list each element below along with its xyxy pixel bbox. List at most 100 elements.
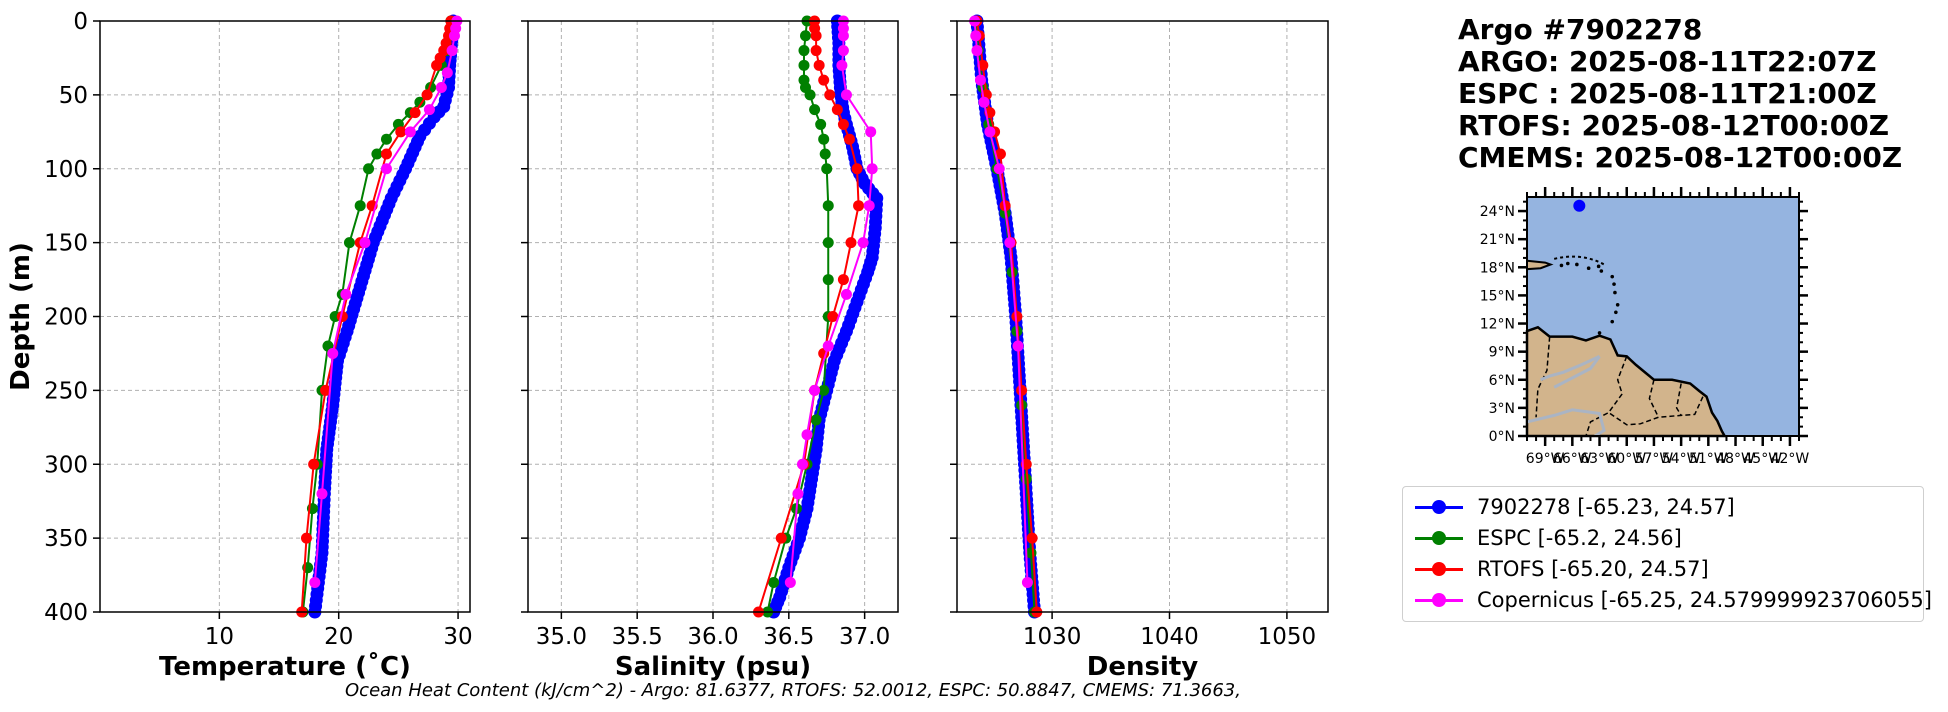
data-point-espc bbox=[798, 59, 810, 71]
map-lon-label: 45°W bbox=[1743, 451, 1782, 467]
legend-label: RTOFS [-65.20, 24.57] bbox=[1477, 556, 1709, 581]
data-point-rtofs bbox=[837, 118, 849, 130]
map-lat-label: 15°N bbox=[1480, 288, 1515, 304]
data-point-copernicus bbox=[784, 576, 796, 588]
map-border bbox=[1648, 379, 1660, 418]
y-tick-label: 250 bbox=[44, 378, 88, 404]
map-lon-label: 69°W bbox=[1526, 451, 1565, 467]
map-island bbox=[1597, 331, 1602, 335]
cmems-time: CMEMS: 2025-08-12T00:00Z bbox=[1458, 141, 1903, 174]
data-point-copernicus bbox=[865, 126, 877, 138]
map-lat-label: 12°N bbox=[1480, 317, 1515, 333]
data-point-espc bbox=[380, 133, 392, 145]
data-point-copernicus bbox=[327, 347, 339, 359]
data-point-copernicus bbox=[970, 30, 982, 42]
data-point-espc bbox=[414, 96, 426, 108]
data-point-copernicus bbox=[836, 59, 848, 71]
data-point-rtofs bbox=[837, 274, 849, 286]
map-border bbox=[1585, 356, 1628, 437]
x-tick-label: 1050 bbox=[1258, 624, 1317, 650]
data-point-rtofs bbox=[395, 126, 407, 138]
legend-dot bbox=[1432, 592, 1446, 607]
data-point-rtofs bbox=[1026, 532, 1038, 544]
x-axis-label: Temperature (˚C) bbox=[159, 651, 411, 682]
map-island bbox=[1586, 266, 1591, 271]
data-point-copernicus bbox=[380, 163, 392, 175]
data-point-rtofs bbox=[853, 200, 865, 212]
legend: 7902278 [-65.23, 24.57] ESPC [-65.2, 24.… bbox=[1402, 486, 1932, 622]
map-island bbox=[1575, 262, 1579, 267]
map-lon-label: 42°W bbox=[1771, 451, 1810, 467]
rtofs-time: RTOFS: 2025-08-12T00:00Z bbox=[1458, 109, 1890, 142]
data-point-rtofs bbox=[843, 133, 855, 145]
data-point-espc bbox=[800, 30, 811, 42]
data-point-rtofs bbox=[994, 148, 1006, 160]
data-point-copernicus bbox=[448, 30, 460, 42]
data-point-espc bbox=[809, 104, 821, 116]
series-copernicus bbox=[309, 15, 463, 588]
data-point-rtofs bbox=[308, 458, 320, 470]
series-copernicus bbox=[969, 15, 1033, 588]
series-espc bbox=[762, 15, 834, 618]
ocean-heat-content-caption: Ocean Heat Content (kJ/cm^2) - Argo: 81.… bbox=[345, 680, 1241, 701]
map-island bbox=[1610, 274, 1615, 279]
argo-time: ARGO: 2025-08-11T22:07Z bbox=[1458, 45, 1877, 78]
map-lon-label: 66°W bbox=[1553, 451, 1592, 467]
data-point-copernicus bbox=[837, 45, 849, 57]
data-point-copernicus bbox=[971, 45, 983, 57]
data-point-espc bbox=[371, 148, 383, 160]
espc-time: ESPC : 2025-08-11T21:00Z bbox=[1458, 77, 1877, 110]
data-point-rtofs bbox=[845, 237, 857, 249]
y-tick-label: 200 bbox=[44, 305, 88, 331]
data-point-copernicus bbox=[316, 488, 328, 500]
map-lat-label: 0°N bbox=[1489, 429, 1515, 445]
data-point-copernicus bbox=[837, 30, 849, 42]
data-point-copernicus bbox=[978, 96, 990, 108]
y-axis-label: Depth (m) bbox=[6, 242, 36, 391]
data-point-espc bbox=[822, 237, 834, 249]
data-point-copernicus bbox=[1004, 237, 1016, 249]
temperature-panel: 0 50 100 150 200 250 300 350 400 10 20 30 Temperatur… bbox=[6, 9, 473, 682]
x-tick-label: 10 bbox=[205, 624, 234, 650]
legend-label: Copernicus [-65.25, 24.579999923706055] bbox=[1477, 587, 1932, 612]
x-tick-label: 35.5 bbox=[612, 624, 663, 650]
data-point-espc bbox=[343, 237, 355, 249]
locator-map: 24°N 21°N 18°N 15°N 12°N 9°N 6°N 3°N 0°N 69°W66°W… bbox=[1480, 187, 1810, 467]
map-island bbox=[1612, 282, 1616, 286]
data-point-espc bbox=[363, 163, 375, 175]
x-axis-label: Salinity (psu) bbox=[615, 652, 811, 682]
data-point-copernicus bbox=[984, 126, 996, 138]
data-point-rtofs bbox=[409, 107, 421, 119]
data-point-copernicus bbox=[423, 104, 435, 116]
data-point-copernicus bbox=[792, 488, 804, 500]
y-tick-label: 100 bbox=[44, 157, 88, 183]
data-point-copernicus bbox=[993, 163, 1005, 175]
x-tick-label: 35.0 bbox=[536, 624, 587, 650]
data-point-copernicus bbox=[404, 126, 416, 138]
map-river bbox=[1526, 408, 1606, 438]
data-point-copernicus bbox=[840, 288, 852, 300]
map-island bbox=[1614, 310, 1618, 315]
data-point-copernicus bbox=[340, 288, 352, 300]
data-point-copernicus bbox=[441, 67, 453, 79]
map-lat-label: 3°N bbox=[1489, 401, 1515, 417]
legend-label: ESPC [-65.2, 24.56] bbox=[1477, 525, 1682, 550]
data-point-espc bbox=[819, 148, 831, 160]
data-point-rtofs bbox=[775, 532, 787, 544]
data-point-espc bbox=[818, 384, 830, 396]
float-title: Argo #7902278 bbox=[1458, 13, 1703, 46]
legend-dot bbox=[1432, 499, 1446, 514]
data-point-rtofs bbox=[320, 384, 332, 396]
data-point-espc bbox=[354, 200, 366, 212]
legend-entry-argo: 7902278 [-65.23, 24.57] bbox=[1403, 491, 1923, 522]
data-point-rtofs bbox=[810, 30, 822, 42]
map-border bbox=[1608, 396, 1704, 426]
data-point-rtofs bbox=[813, 59, 825, 71]
data-point-copernicus bbox=[822, 340, 834, 352]
map-border bbox=[1675, 383, 1682, 416]
float-info-block: Argo #7902278 ARGO: 2025-08-11T22:07Z ES… bbox=[1458, 14, 1902, 174]
y-tick-label: 350 bbox=[44, 526, 88, 552]
x-tick-label: 20 bbox=[324, 624, 353, 650]
x-tick-label: 37.0 bbox=[839, 624, 890, 650]
data-point-espc bbox=[821, 163, 833, 175]
